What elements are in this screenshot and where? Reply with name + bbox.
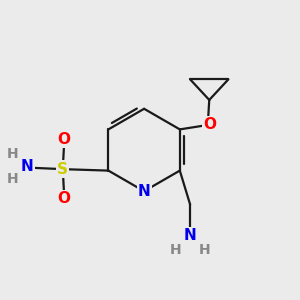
Text: N: N [21,159,34,174]
Text: N: N [184,228,196,243]
Text: H: H [7,146,19,161]
Text: H: H [169,242,181,256]
Text: S: S [57,162,68,177]
Text: O: O [58,132,71,147]
Text: O: O [58,191,71,206]
Text: N: N [138,184,151,199]
Text: O: O [203,118,216,133]
Text: H: H [7,172,19,186]
Text: H: H [198,242,210,256]
